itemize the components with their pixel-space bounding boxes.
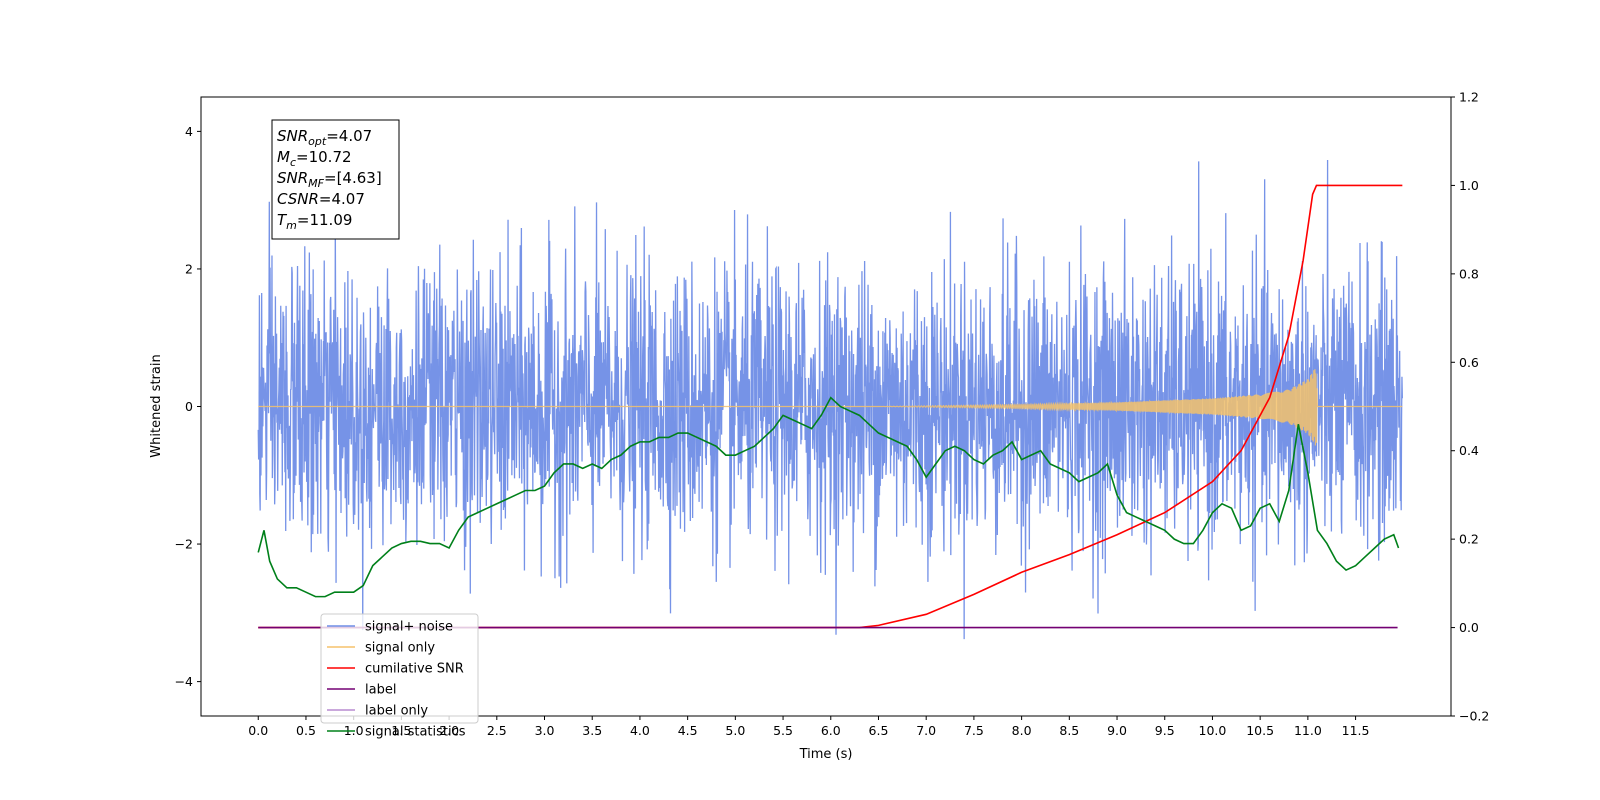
y-tick-label: 0: [185, 399, 193, 414]
y2-tick-label: 0.4: [1459, 443, 1479, 458]
y2-tick-label: 0.8: [1459, 266, 1479, 281]
x-tick-label: 9.0: [1107, 723, 1127, 738]
legend-label: cumilative SNR: [365, 662, 464, 677]
x-tick-label: 5.5: [773, 723, 793, 738]
y2-tick-label: 0.2: [1459, 532, 1479, 547]
y2-axis-ticks: −0.2 0.0 0.2 0.4 0.6 0.8 1.0 1.2: [1451, 90, 1489, 724]
stats-line: SNRopt=4.07: [277, 127, 372, 148]
x-tick-label: 6.5: [869, 723, 889, 738]
stats-line: Mc=10.72: [277, 148, 352, 169]
stats-line: SNRMF=[4.63]: [277, 169, 382, 190]
x-axis-title: Time (s): [799, 747, 853, 762]
series-signal-statistics-line: [257, 396, 1400, 598]
x-tick-label: 1.5: [391, 723, 411, 738]
y-tick-label: −4: [175, 674, 193, 689]
x-tick-label: 5.0: [725, 723, 745, 738]
x-tick-label: 4.5: [678, 723, 698, 738]
y-tick-label: −2: [175, 537, 193, 552]
legend-label: label: [365, 683, 396, 698]
y-axis-title: Whitened strain: [149, 354, 164, 457]
plot-area: [257, 160, 1403, 640]
x-tick-label: 11.0: [1294, 723, 1322, 738]
x-tick-label: 10.5: [1246, 723, 1274, 738]
x-tick-label: 6.0: [821, 723, 841, 738]
stats-line: Tm=11.09: [277, 211, 352, 232]
x-tick-label: 3.0: [535, 723, 555, 738]
legend: signal+ noise signal only cumilative SNR la…: [320, 613, 479, 740]
x-tick-label: 11.5: [1342, 723, 1370, 738]
y-axis-ticks: −4 −2 0 2 4: [175, 124, 201, 689]
x-tick-label: 3.5: [582, 723, 602, 738]
y2-tick-label: 0.0: [1459, 620, 1479, 635]
series-signal-only-line: [258, 369, 1403, 446]
legend-label: signal+ noise: [365, 620, 453, 635]
y2-tick-label: 1.0: [1459, 178, 1479, 193]
x-tick-label: 7.0: [916, 723, 936, 738]
x-tick-label: 8.5: [1059, 723, 1079, 738]
series-signal-plus-noise-line: [257, 160, 1403, 640]
y2-tick-label: 1.2: [1459, 90, 1479, 105]
legend-label: label only: [365, 704, 428, 719]
y2-tick-label: −0.2: [1459, 709, 1489, 724]
x-tick-label: 9.5: [1155, 723, 1175, 738]
stats-line: CSNR=4.07: [277, 190, 365, 208]
x-tick-label: 4.0: [630, 723, 650, 738]
x-tick-label: 0.5: [296, 723, 316, 738]
x-axis-ticks: 0.0 0.5 1.0 1.5 2.0 2.5 3.0 3.5 4.0 4.5 5.0 5.5 6.0 6…: [248, 716, 1370, 738]
x-tick-label: 8.0: [1012, 723, 1032, 738]
series-cumulative-snr-line: [258, 184, 1403, 629]
x-tick-label: 0.0: [248, 723, 268, 738]
stats-box-frame: [271, 119, 400, 240]
legend-label: signal only: [365, 641, 435, 656]
stats-box: SNRopt=4.07Mc=10.72SNRMF=[4.63]CSNR=4.07…: [271, 119, 400, 240]
x-tick-label: 2.5: [487, 723, 507, 738]
legend-label: signal statistics: [365, 725, 466, 740]
y2-tick-label: 0.6: [1459, 355, 1479, 370]
y-tick-label: 4: [185, 124, 193, 139]
x-tick-label: 2.0: [439, 723, 459, 738]
y-tick-label: 2: [185, 261, 193, 276]
x-tick-label: 10.0: [1199, 723, 1227, 738]
x-tick-label: 7.5: [964, 723, 984, 738]
legend-frame: [320, 613, 479, 724]
